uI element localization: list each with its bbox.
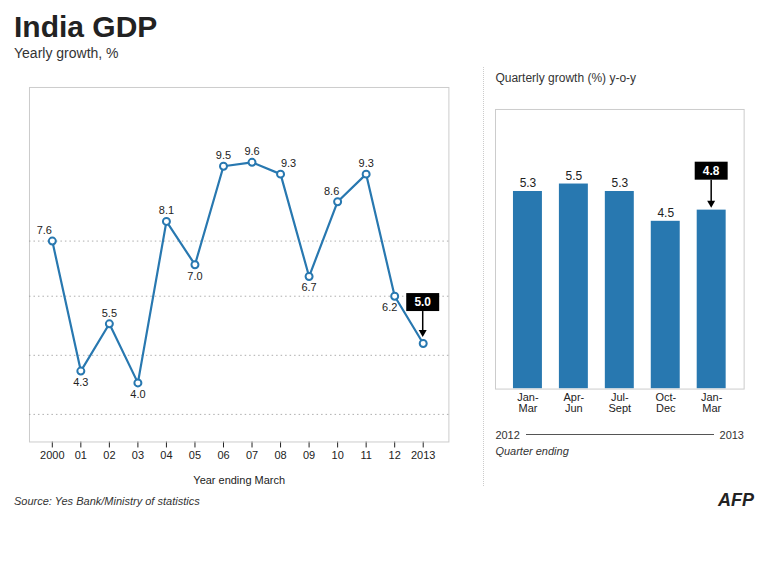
svg-text:5.3: 5.3 [612,176,629,190]
svg-text:7.0: 7.0 [187,270,202,282]
svg-text:4.0: 4.0 [130,388,145,400]
svg-text:4.5: 4.5 [658,206,675,220]
svg-text:6.2: 6.2 [382,301,397,313]
svg-text:9.3: 9.3 [359,157,374,169]
svg-text:4.8: 4.8 [703,164,720,178]
svg-text:05: 05 [189,449,201,461]
html-text:Yearly growth, %: Yearly growth, % [14,45,119,61]
html-text:2012: 2012 [495,428,520,441]
svg-text:Year ending March: Year ending March [193,474,285,486]
svg-text:7.6: 7.6 [37,224,52,236]
svg-text:Apr-Jun: Apr-Jun [564,391,585,414]
svg-text:9.5: 9.5 [216,149,231,161]
svg-text:11: 11 [360,449,371,461]
svg-text:Jul-Sept: Jul-Sept [609,391,632,414]
svg-text:06: 06 [217,449,229,461]
svg-text:Jan-Mar: Jan-Mar [518,391,540,414]
svg-text:08: 08 [274,449,286,461]
svg-text:6.7: 6.7 [301,281,316,293]
html-text:Quarter ending: Quarter ending [495,444,569,457]
svg-text:8.6: 8.6 [324,185,339,197]
html-text:AFP: AFP [718,490,754,511]
svg-text:12: 12 [389,449,401,461]
svg-text:07: 07 [246,449,258,461]
html-text:India GDP: India GDP [14,10,158,43]
svg-text:5.5: 5.5 [102,307,117,319]
svg-text:5.5: 5.5 [566,169,583,183]
svg-text:9.3: 9.3 [281,157,296,169]
svg-text:8.1: 8.1 [159,204,174,216]
svg-text:9.6: 9.6 [244,145,259,157]
svg-text:4.3: 4.3 [73,376,88,388]
svg-text:2013: 2013 [411,449,435,461]
svg-text:09: 09 [303,449,315,461]
svg-text:Jan-Mar: Jan-Mar [701,391,723,414]
svg-text:2000: 2000 [40,449,64,461]
svg-text:01: 01 [75,449,87,461]
svg-text:03: 03 [132,449,144,461]
html-text:2013: 2013 [719,428,744,441]
svg-text:Oct-Dec: Oct-Dec [656,391,677,414]
svg-text:02: 02 [103,449,115,461]
svg-text:10: 10 [332,449,344,461]
svg-text:04: 04 [160,449,172,461]
html-text:Quarterly growth (%) y-o-y: Quarterly growth (%) y-o-y [495,71,637,85]
svg-text:5.0: 5.0 [414,295,431,309]
svg-text:5.3: 5.3 [520,176,537,190]
html-text:Source: Yes Bank/Ministry of s: Source: Yes Bank/Ministry of statistics [14,494,200,507]
